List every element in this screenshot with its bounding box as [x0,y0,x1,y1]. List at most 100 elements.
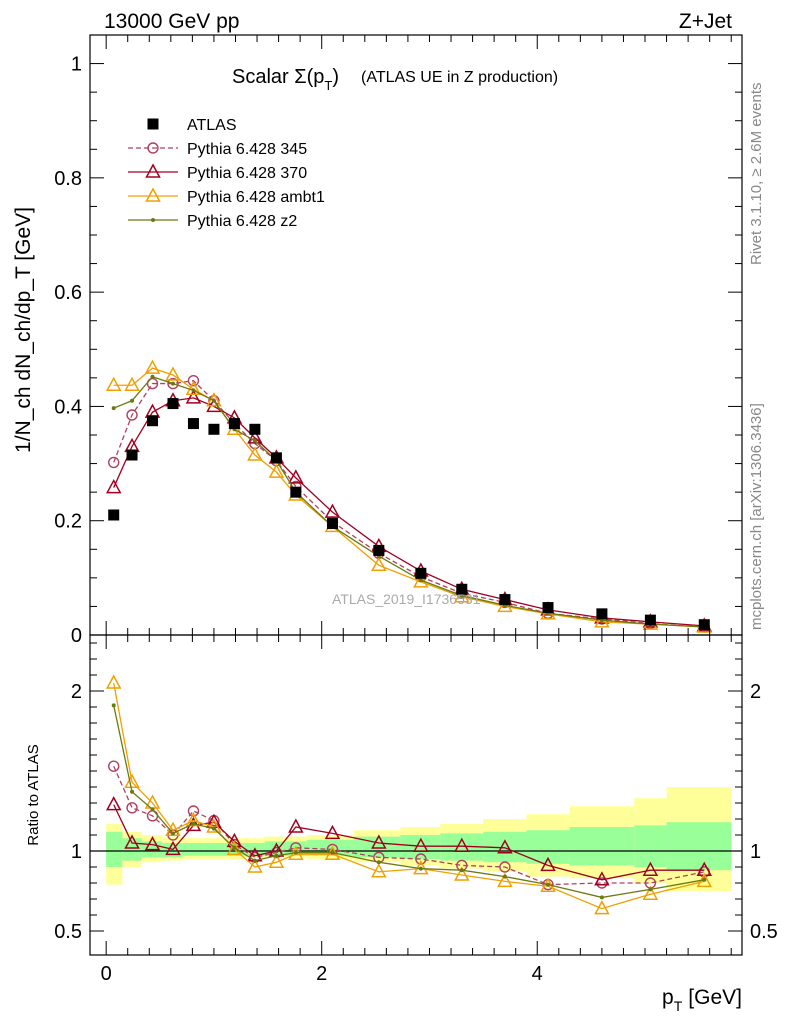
legend-pythia-6-428-ambt1-marker [145,187,161,202]
main-atlas-point [108,509,120,521]
main-y-ticks: 0 0.2 0.4 0.6 0.8 1 [54,34,742,647]
main-atlas-point [208,423,220,435]
main-pythia-6-428-ambt1-point [144,359,161,374]
ratio-pythia-6-428-z2-point [150,807,155,812]
uncertainty-band-green [400,835,441,859]
main-pythia-6-428-z2-point [252,438,257,443]
main-pythia-6-428-z2-point [211,398,216,403]
ratio-pythia-6-428-z2-point [130,789,135,794]
ratio-pythia-6-428-ambt1-point [105,674,122,689]
header-process-label: Z+Jet [679,10,732,33]
title-close: ) [332,66,339,88]
main-atlas-point [126,449,138,461]
main-pythia-6-428-z2-point [130,398,135,403]
main-pythia-6-428-z2-point [111,406,116,411]
main-atlas-point [596,608,608,620]
ratio-pythia-6-428-z2-point [418,866,423,871]
main-pythia-6-428-345-point [187,375,200,387]
main-atlas-point [326,518,338,530]
legend-pythia-6-428-370-label: Pythia 6.428 370 [187,165,307,182]
ratio-pythia-6-428-370-point [165,840,181,856]
ratio-pythia-6-428-z2-point [376,860,381,865]
main-pythia-6-428-370-point [324,503,341,518]
main-pythia-6-428-370-point [105,478,122,494]
uncertainty-band-green [162,843,183,858]
main-pythia-6-428-z2-point [150,374,155,379]
ratio-pythia-6-428-370-point [540,856,556,872]
x-tick-label: 4 [532,963,543,985]
ratio-pythia-6-428-370-point [594,871,610,886]
ratio-y-label: Ratio to ATLAS [25,744,42,845]
main-atlas-point [187,418,199,430]
main-x-ticks [105,35,732,635]
x-label-main: p [662,986,674,1009]
main-pythia-6-428-z2-point [170,381,175,386]
uncertainty-band-green [569,827,635,866]
x-label-unit: [GeV] [688,986,742,1009]
legend-atlas-label: ATLAS [187,117,237,134]
main-atlas-point [373,544,385,556]
ratio-pythia-6-428-ambt1-point [206,818,222,833]
uncertainty-band-green [203,843,225,856]
ratio-pythia-6-428-z2-point [330,850,335,855]
uncertainty-band-green [354,836,401,858]
ratio-pythia-6-428-z2-point [648,887,653,892]
main-pythia-6-428-z2-line [113,375,705,628]
ratio-pythia-6-428-345-point [187,805,200,817]
ratio-pythia-6-428-z2-point [191,821,196,826]
uncertainty-band-green [634,825,667,867]
ratio-pythia-6-428-z2-point [459,868,464,873]
header-energy-label: 13000 GeV pp [104,10,239,33]
legend-pythia-6-428-370-marker [145,163,161,178]
main-pythia-6-428-ambt1-point [124,376,140,392]
main-pythia-6-428-345-point [167,377,179,390]
ratio-pythia-6-428-345-point [126,802,138,814]
main-atlas-point [456,583,468,595]
x-axis-label: pT [GeV] [662,986,742,1014]
x-label-sub: T [674,998,683,1014]
ratio-x-ticks: 0 2 4 [101,635,732,985]
ratio-pythia-6-428-z2-point [252,858,257,863]
main-atlas-point [415,567,427,579]
main-pythia-6-428-370-point [185,389,202,404]
ratio-pythia-6-428-z2-point [274,853,279,858]
main-pythia-6-428-z2-point [191,388,196,393]
ratio-y-tick-label-right: 2 [750,681,761,703]
ratio-panel: 0.5 0.5 1 1 2 2 0 2 4 Ratio to ATLAS pT [GeV] [25,634,778,1014]
ratio-pythia-6-428-370-point [642,861,659,876]
uncertainty-band-green [666,822,732,871]
ratio-pythia-6-428-370-line [113,804,705,881]
legend: ATLAS Pythia 6.428 345 Pythia 6.428 370 Pyt… [128,117,325,230]
legend-atlas-marker [147,118,159,130]
main-atlas-point [644,614,656,626]
main-atlas-point [542,602,554,614]
ratio-pythia-6-428-345-point [415,853,427,865]
main-pythia-6-428-370-point [288,469,304,484]
title-main: Scalar Σ(p [232,66,324,88]
ratio-pythia-6-428-370-point [497,839,513,854]
main-pythia-6-428-ambt1-point [371,556,387,572]
ratio-pythia-6-428-370-point [454,837,470,852]
main-atlas-point [698,619,710,631]
ratio-pythia-6-428-ambt1-point [497,872,513,888]
main-atlas-point [147,415,159,427]
main-atlas-point [249,423,261,435]
main-atlas-point [167,398,179,410]
main-atlas-point [228,418,240,430]
ratio-pythia-6-428-370-point [413,837,429,852]
ratio-pythia-6-428-ambt1-point [124,773,140,788]
ratio-pythia-6-428-ambt1-point [642,885,659,900]
ratio-pythia-6-428-370-point [371,834,387,849]
ratio-y-tick-label: 2 [71,681,82,703]
main-y-label: 1/N_ch dN_ch/dp_T [GeV] [12,207,35,453]
ratio-pythia-6-428-ambt1-point [594,900,610,915]
main-pythia-6-428-370-point [247,429,263,444]
main-panel: 0 0.2 0.4 0.6 0.8 1 Scalar Σ(pT) (ATLAS UE in… [12,34,743,647]
main-pythia-6-428-ambt1-point [185,380,202,396]
ratio-pythia-6-428-370-point [124,834,140,849]
ratio-pythia-6-428-z2-point [170,831,175,836]
ratio-pythia-6-428-ambt1-point [226,840,243,856]
side-rivet-label: Rivet 3.1.10, ≥ 2.6M events [748,83,765,266]
ratio-pythia-6-428-370-point [324,824,341,840]
ratio-y-tick-label: 0.5 [54,921,82,943]
